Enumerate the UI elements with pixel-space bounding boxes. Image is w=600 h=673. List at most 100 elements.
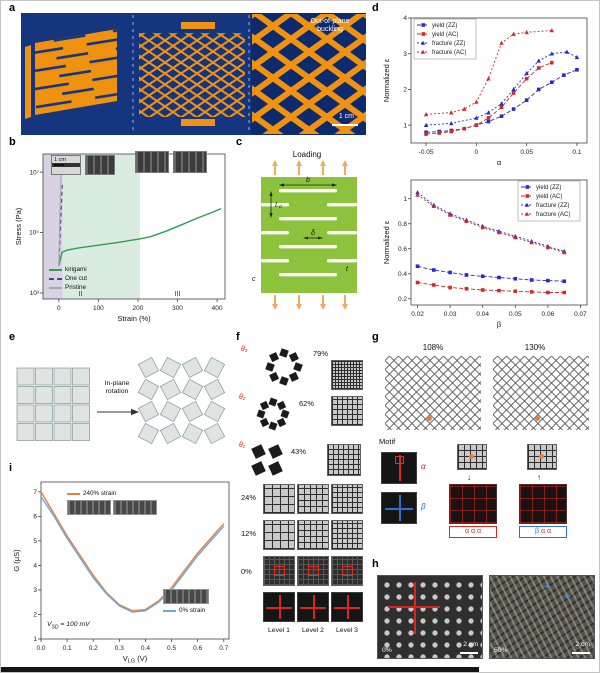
panel-h-label: h: [372, 558, 379, 570]
sem-photo-50pct: ➤ ➤ 50% 2 cm: [489, 575, 595, 659]
svg-text:10³: 10³: [30, 290, 40, 297]
svg-text:0.07: 0.07: [574, 311, 587, 318]
buckling-annotation: Out-of-plane buckling: [310, 18, 350, 34]
svg-text:2: 2: [403, 87, 407, 94]
svg-text:200: 200: [133, 305, 144, 312]
svg-text:7: 7: [33, 489, 37, 496]
svg-text:0.03: 0.03: [444, 311, 457, 318]
blue-arrow-1-icon: ➤: [542, 579, 554, 593]
legend-line-kirigami: [49, 268, 62, 271]
rotation-schematic: [16, 356, 226, 445]
svg-text:fracture (ZZ): fracture (ZZ): [432, 41, 465, 47]
vsd-sub: SD: [51, 624, 59, 631]
scale-label-h-left: 2 cm: [463, 641, 478, 649]
panel-f-fractal: θ₃ 79% θ₂ 62% θ₁ 43% 24% 12% 0% Level 1 …: [239, 344, 367, 662]
rotation-arrow-head: [131, 408, 139, 416]
cluster-level1: [251, 444, 283, 476]
pct-43: 43%: [291, 447, 307, 456]
svg-text:400: 400: [212, 305, 223, 312]
pct-108-label: 108%: [422, 343, 444, 352]
grid-24-l3: [331, 484, 363, 514]
svg-text:4: 4: [33, 563, 37, 570]
svg-text:0.8: 0.8: [398, 221, 407, 228]
dimension-arrowheads: [269, 183, 337, 240]
motif-highlight-3: [342, 566, 353, 576]
red-cross-horizontal: [388, 606, 440, 608]
svg-text:2: 2: [33, 612, 37, 619]
svg-text:-0.05: -0.05: [419, 149, 434, 156]
legend-entry-pristine: Pristine: [49, 283, 87, 292]
inset-240-row: 240% strain: [67, 489, 157, 498]
inset-240-photo-2: [113, 500, 157, 515]
svg-text:3: 3: [33, 587, 37, 594]
svg-text:0.2: 0.2: [89, 645, 98, 652]
svg-text:Normalized ε: Normalized ε: [382, 220, 391, 264]
dim-c-label: c: [252, 276, 256, 283]
svg-text:0.0: 0.0: [36, 645, 45, 652]
lattice-marker-right: [535, 416, 540, 421]
svg-text:Normalized ε: Normalized ε: [382, 58, 391, 102]
svg-text:0.4: 0.4: [141, 645, 150, 652]
legend-line-one-cut: [49, 277, 62, 280]
legend-entry-one-cut: One cut: [49, 274, 87, 283]
svg-text:fracture (AC): fracture (AC): [536, 212, 570, 218]
beta-motif-tile: [381, 492, 417, 524]
beta-label: β: [421, 502, 426, 511]
loading-arrows-bottom: [274, 295, 346, 305]
pct-24: 24%: [241, 493, 257, 502]
inset-0-line: [163, 609, 176, 612]
inset-240-label: 240% strain: [83, 490, 117, 497]
loading-arrows-top: [274, 165, 346, 175]
panel-i-plot: 0.0 0.1 0.2 0.3 0.4 0.5 0.6 0.7 1 2 3 4 5 6 7 VLG (V) G …: [11, 475, 237, 663]
svg-text:0.05: 0.05: [520, 149, 533, 156]
motif-highlight-2: [308, 566, 319, 576]
vsd-label: VSD = 100 mV: [47, 621, 90, 631]
inset-240-photos: [67, 500, 157, 515]
motif-array-right: [519, 484, 567, 524]
svg-text:0.4: 0.4: [398, 271, 407, 278]
stretched-mesh: [139, 33, 245, 117]
legend-line-pristine: [49, 286, 62, 289]
grid-thumb-43: [327, 444, 361, 476]
svg-text:1: 1: [33, 636, 37, 643]
svg-text:fracture (ZZ): fracture (ZZ): [536, 203, 569, 209]
svg-text:0.1: 0.1: [63, 645, 72, 652]
panel-a-photos: Out-of-plane buckling 1 cm: [21, 13, 366, 135]
kirigami-sheet-edge: [25, 45, 31, 119]
panel-f-label: f: [236, 331, 240, 343]
grid-thumb-62: [331, 396, 363, 426]
panel-g-label: g: [372, 331, 379, 343]
plot-b-legend: kirigami One cut Pristine: [49, 265, 87, 292]
panel-c-label: c: [236, 136, 243, 148]
svg-text:0.1: 0.1: [572, 149, 581, 156]
clamp-top: [181, 22, 215, 29]
grid-0-l3: [331, 556, 363, 586]
svg-text:0.6: 0.6: [193, 645, 202, 652]
svg-text:fracture (AC): fracture (AC): [432, 50, 466, 56]
pct-62: 62%: [299, 399, 315, 408]
svg-text:0.06: 0.06: [542, 311, 555, 318]
loading-arrowheads-top: [272, 160, 348, 166]
legend-label-pristine: Pristine: [65, 284, 86, 291]
legend-label-kirigami: kirigami: [65, 266, 87, 273]
panel-a-label: a: [9, 2, 16, 14]
panel-i-label: i: [9, 462, 13, 474]
alpha-motif-tile: [381, 452, 417, 484]
svg-text:5: 5: [33, 538, 37, 545]
loading-arrowheads-bottom: [272, 304, 348, 310]
legend-entry-kirigami: kirigami: [49, 265, 87, 274]
svg-text:0.6: 0.6: [398, 246, 407, 253]
inset-scale-label: 1 cm: [54, 157, 66, 163]
svg-text:0.5: 0.5: [167, 645, 176, 652]
vsd-rest: = 100 mV: [58, 621, 90, 628]
svg-text:0.05: 0.05: [509, 311, 522, 318]
strain-50-label: 50%: [494, 647, 508, 655]
lattice-108: [385, 356, 481, 430]
svg-text:0.04: 0.04: [476, 311, 489, 318]
scale-label-a: 1 cm: [338, 112, 354, 120]
pct-0: 0%: [241, 567, 252, 576]
panel-d-plots: -0.05 0 0.05 0.1 1 2 3 4 α Normalized ε yield (ZZ)…: [381, 11, 595, 331]
grid-24-l2: [297, 484, 329, 514]
panel-b-plot: 0 100 200 300 400 10³ 10⁵ 10⁷ Strain (%) Stress (…: [13, 147, 233, 323]
rotation-annotation: In-plane rotation: [104, 380, 130, 395]
